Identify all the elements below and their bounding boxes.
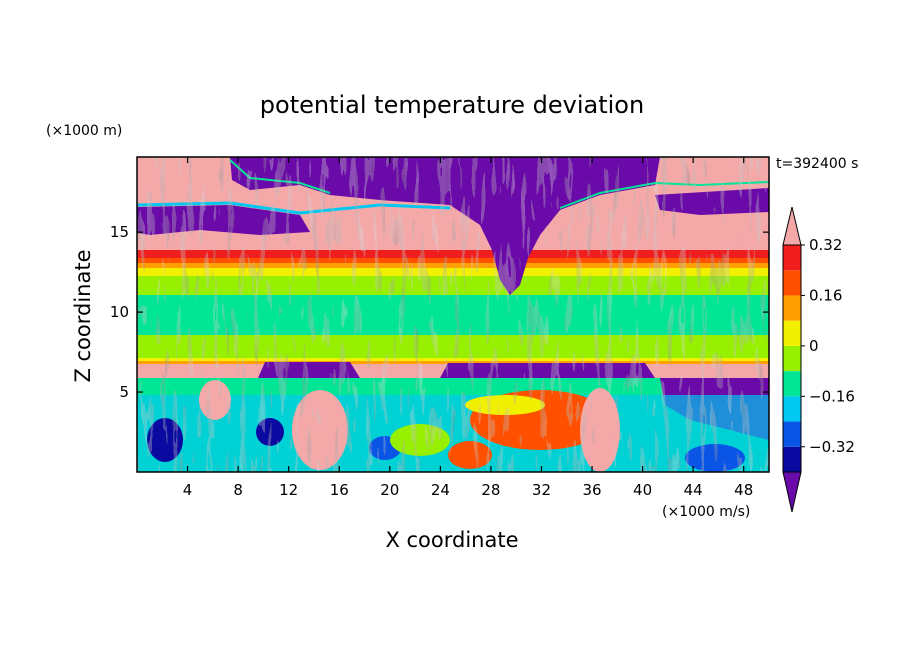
colorbar-swatch	[783, 396, 801, 422]
x-axis-ticks: 4 8 12 16 20 24 28 32 36 40 44 48	[183, 157, 753, 499]
colorbar-tick-label: −0.32	[809, 438, 855, 456]
y-unit-label: (×1000 m)	[46, 123, 122, 139]
colorbar-swatch	[783, 371, 801, 397]
x-tick-label: 40	[633, 481, 652, 499]
y-axis-ticks: 5 10 15	[110, 223, 769, 401]
x-tick-label: 32	[532, 481, 551, 499]
x-axis-label: X coordinate	[385, 528, 518, 552]
colorbar: −0.32 −0.16 0 0.16 0.32	[782, 206, 855, 513]
y-tick-label: 5	[119, 383, 129, 401]
x-tick-label: 36	[582, 481, 601, 499]
plot-frame	[136, 156, 770, 473]
contour-plot-area	[137, 157, 769, 472]
colorbar-tick-label: 0.16	[809, 286, 842, 304]
x-tick-label: 48	[734, 481, 753, 499]
colorbar-tick-label: 0.32	[809, 236, 842, 254]
colorbar-swatch	[783, 245, 801, 271]
colorbar-swatch	[783, 295, 801, 321]
colorbar-tick-label: 0	[809, 337, 819, 355]
x-tick-label: 28	[481, 481, 500, 499]
texture-overlay	[137, 157, 769, 472]
colorbar-max-extend	[782, 206, 802, 246]
y-tick-label: 15	[110, 223, 129, 241]
x-tick-label: 44	[684, 481, 703, 499]
colorbar-swatch	[783, 320, 801, 346]
colorbar-min-extend	[782, 471, 802, 513]
colorbar-swatch	[783, 345, 801, 372]
colorbar-frame	[782, 244, 802, 473]
x-tick-label: 24	[431, 481, 450, 499]
x-tick-label: 8	[233, 481, 243, 499]
chart-title: potential temperature deviation	[260, 91, 644, 119]
x-tick-label: 12	[279, 481, 298, 499]
colorbar-swatch	[783, 270, 801, 296]
x-unit-label: (×1000 m/s)	[662, 504, 750, 520]
x-tick-label: 20	[380, 481, 399, 499]
time-label: t=392400 s	[776, 156, 858, 172]
colorbar-swatch	[783, 421, 801, 447]
x-tick-label: 4	[183, 481, 193, 499]
x-tick-label: 16	[330, 481, 349, 499]
y-axis-label: Z coordinate	[71, 249, 95, 382]
colorbar-tick-label: −0.16	[809, 387, 855, 405]
y-tick-label: 10	[110, 303, 129, 321]
colorbar-swatch	[783, 446, 801, 472]
